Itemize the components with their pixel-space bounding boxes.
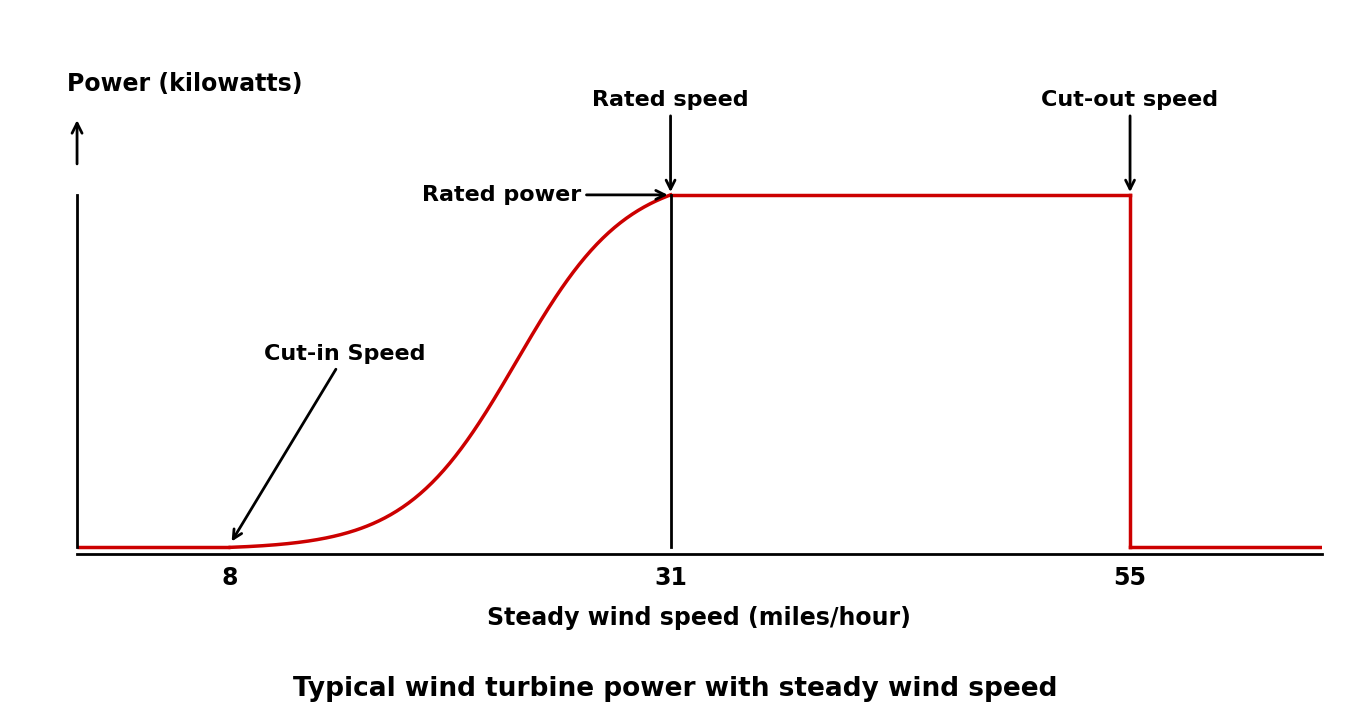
- Text: Typical wind turbine power with steady wind speed: Typical wind turbine power with steady w…: [293, 676, 1057, 702]
- Text: Cut-out speed: Cut-out speed: [1041, 90, 1219, 189]
- Text: Cut-in Speed: Cut-in Speed: [234, 344, 425, 539]
- Text: Rated power: Rated power: [421, 185, 664, 205]
- Text: Rated speed: Rated speed: [593, 90, 749, 189]
- X-axis label: Steady wind speed (miles/hour): Steady wind speed (miles/hour): [487, 606, 911, 630]
- Text: Power (kilowatts): Power (kilowatts): [68, 72, 302, 96]
